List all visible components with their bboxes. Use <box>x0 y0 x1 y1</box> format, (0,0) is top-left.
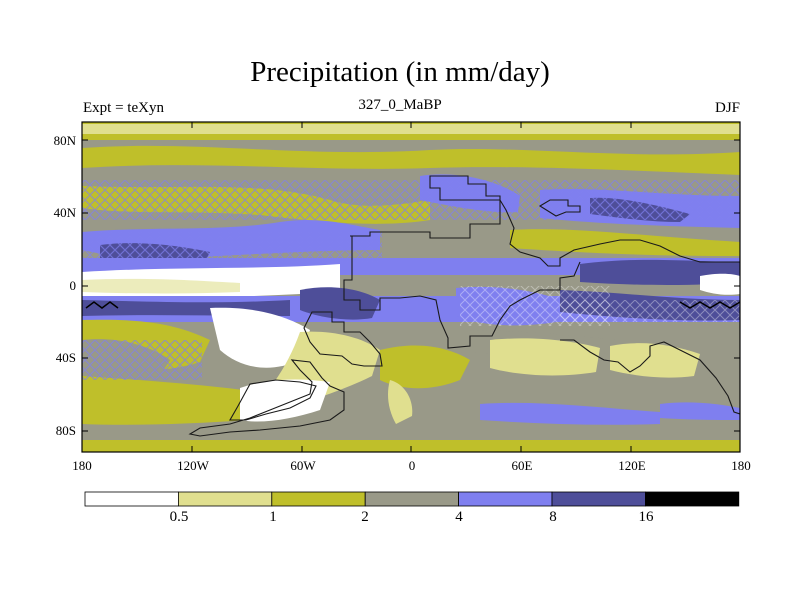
colorbar-box <box>458 491 553 507</box>
colorbar-box <box>645 491 740 507</box>
season-label: DJF <box>714 100 740 116</box>
experiment-label: Expt = teXyn <box>83 100 164 116</box>
lat-label-40s: 40S <box>55 350 76 365</box>
lon-label-60w: 60W <box>290 458 316 473</box>
period-label: 327_0_MaBP <box>358 97 442 113</box>
colorbar-box <box>271 491 366 507</box>
colorbar-label-2: 2 <box>361 509 369 525</box>
lon-label-120w: 120W <box>177 458 209 473</box>
colorbar-box <box>364 491 460 507</box>
continent-outlines <box>188 175 740 437</box>
colorbar-box <box>84 491 179 507</box>
precipitation-field <box>82 122 740 452</box>
colorbar-label-8: 8 <box>549 509 557 525</box>
colorbar-label-16: 16 <box>638 509 654 525</box>
colorbar-label-1: 1 <box>269 509 277 525</box>
lon-label-180w: 180 <box>72 458 92 473</box>
lon-label-180e: 180 <box>731 458 751 473</box>
lon-label-60e: 60E <box>511 458 533 473</box>
colorbar-label-4: 4 <box>455 509 463 525</box>
colorbar <box>84 491 740 507</box>
lat-label-0: 0 <box>69 278 77 293</box>
lat-label-80n: 80N <box>53 133 76 148</box>
colorbar-label-0-5: 0.5 <box>169 509 189 525</box>
colorbar-box <box>177 491 273 507</box>
axis-ticks <box>82 122 740 452</box>
lat-label-40n: 40N <box>53 205 76 220</box>
colorbar-box <box>551 491 646 507</box>
map-title: Precipitation (in mm/day) <box>250 56 550 88</box>
lon-label-0: 0 <box>408 458 416 473</box>
lat-label-80s: 80S <box>55 423 76 438</box>
lon-label-120e: 120E <box>618 458 646 473</box>
